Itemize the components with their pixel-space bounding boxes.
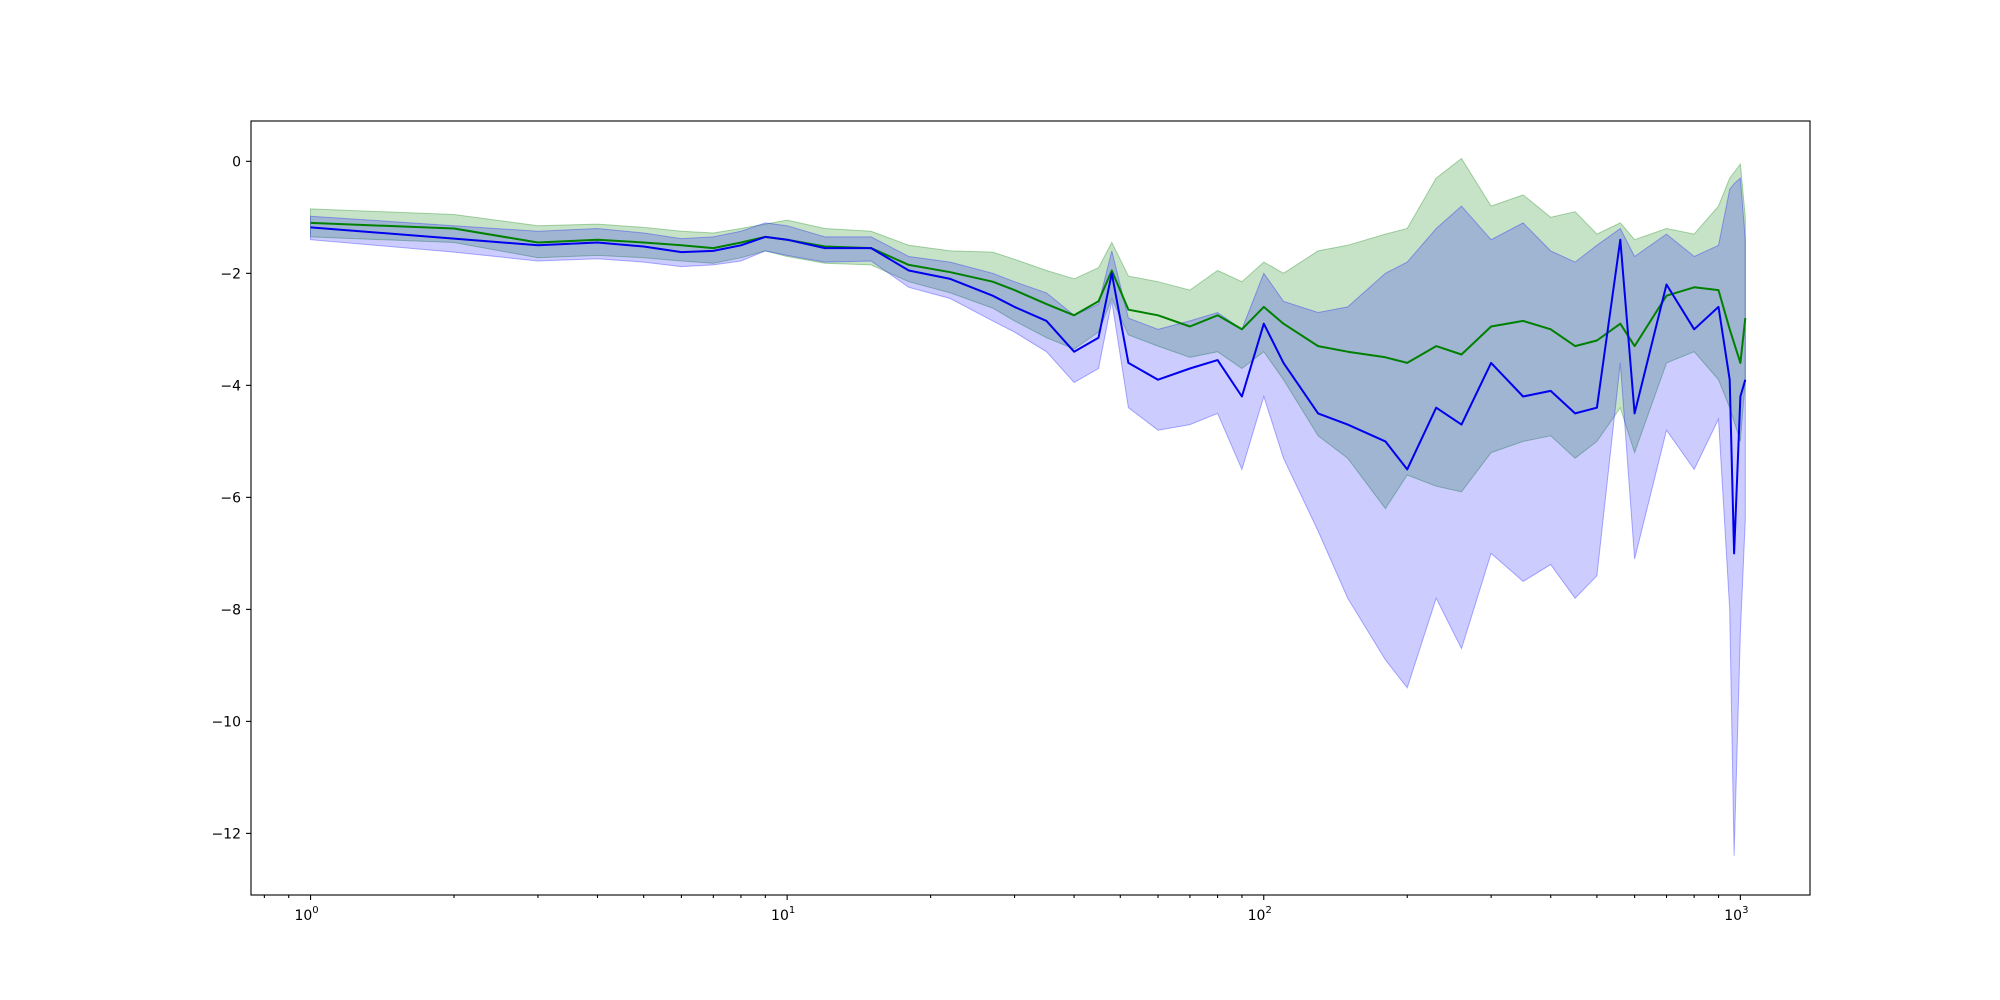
y-axis: 0 −2 −4 −6 −8 −10 −12 [211,154,251,842]
x-tick-label: 103 [1724,905,1748,924]
x-tick-label: 101 [771,905,795,924]
y-tick-label: −8 [220,602,241,618]
x-tick-base: 10 [294,908,312,924]
series-lines [310,221,1747,555]
x-tick-exponent: 1 [789,905,795,916]
x-tick-base: 10 [1724,908,1742,924]
y-tick-label: 0 [232,154,241,170]
band-series-2 [310,177,1746,856]
x-axis: 100 101 102 103 [263,895,1748,924]
x-tick-label: 102 [1248,905,1272,924]
y-tick-label: −10 [211,714,241,730]
y-tick-label: −6 [220,490,241,506]
y-tick-label: −2 [220,266,241,282]
x-tick-exponent: 0 [312,905,318,916]
line-series-1 [310,221,1747,364]
plot-frame [250,120,1811,896]
x-tick-base: 10 [1248,908,1266,924]
x-tick-label: 100 [294,905,318,924]
y-tick-label: −4 [220,378,241,394]
line-series-2 [310,226,1747,555]
y-tick-label: −12 [211,826,241,842]
x-tick-base: 10 [771,908,789,924]
x-tick-exponent: 2 [1265,905,1271,916]
confidence-bands [310,157,1746,856]
x-tick-exponent: 3 [1742,905,1748,916]
